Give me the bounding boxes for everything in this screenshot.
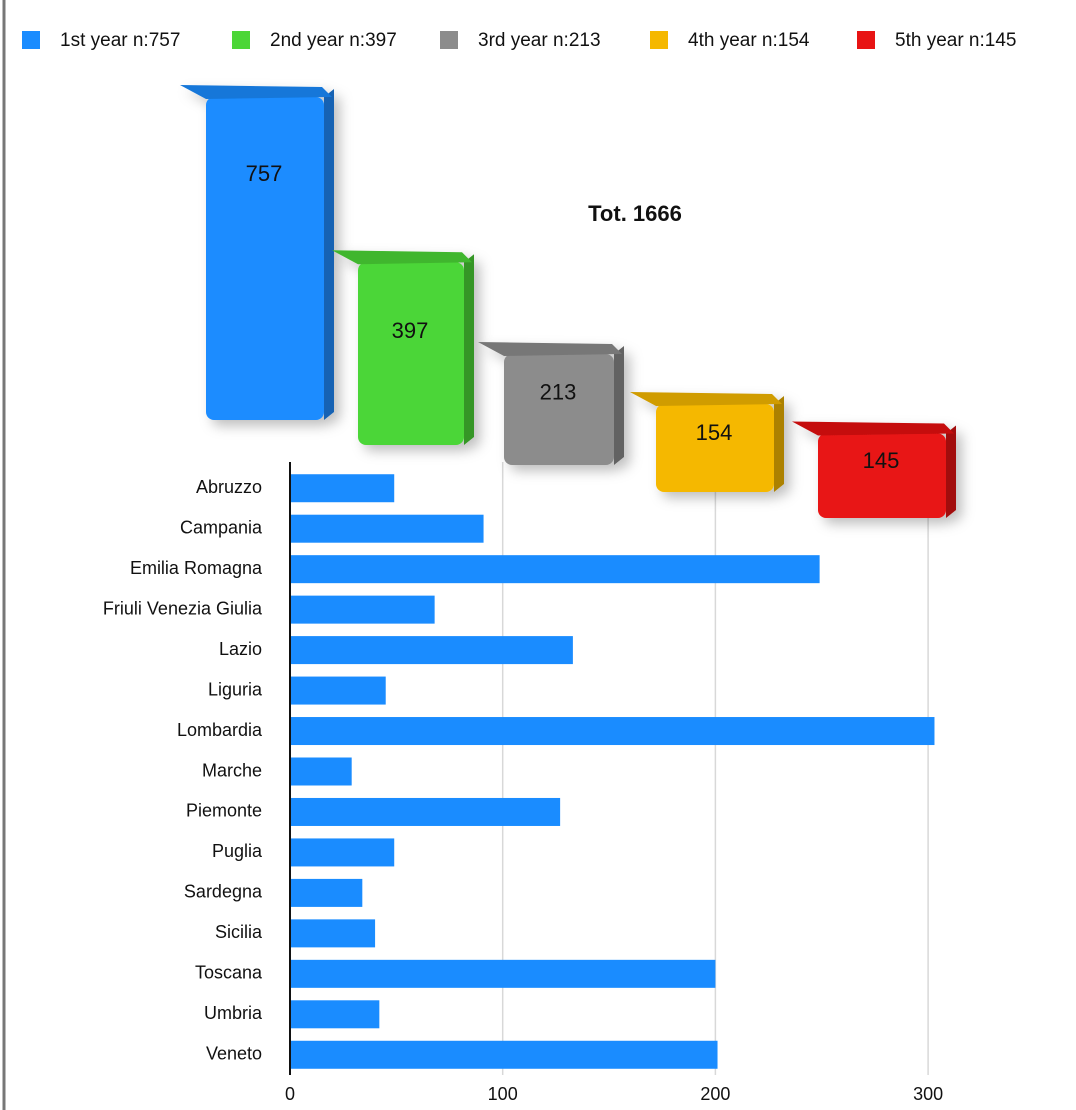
x-tick-label: 100 [488,1084,518,1104]
x-tick-label: 0 [285,1084,295,1104]
data-label: 145 [863,448,900,473]
bar-top [180,85,332,99]
bar [290,636,573,665]
bar [290,919,376,948]
x-tick-label: 200 [700,1084,730,1104]
bar [290,474,395,503]
legend-swatch [232,31,250,49]
bar [290,757,352,786]
bar-3d [630,391,784,492]
bar [290,1000,380,1029]
region-chart: 0 100 200 300 Abruzzo Campania Emilia Romagna F… [103,462,943,1104]
y-tick-label: Lombardia [177,720,263,740]
bar [290,878,363,907]
y-tick-label: Emilia Romagna [130,558,263,578]
y-tick-label: Umbria [204,1003,263,1023]
bar [656,403,774,492]
bar-3d [180,85,334,420]
bar [290,959,716,988]
legend-swatch [22,31,40,49]
bar-3d [478,341,624,465]
bar [504,353,614,465]
legend-label: 3rd year n:213 [478,30,601,51]
bar [290,797,561,826]
y-tick-label: Friuli Venezia Giulia [103,598,263,618]
y-tick-label: Veneto [206,1044,262,1064]
legend-label: 2nd year n:397 [270,30,397,51]
year-chart: 1st year n:757 757 2nd year n:397 397 3rd ye… [22,30,1016,518]
bar [290,717,935,746]
legend-label: 4th year n:154 [688,30,810,51]
y-tick-label: Piemonte [186,801,262,821]
bar [206,97,324,420]
bar [290,1040,718,1069]
bar [290,676,386,705]
y-tick-label: Toscana [195,963,263,983]
bar-side [946,425,956,518]
bar [290,514,484,543]
x-tick-label: 300 [913,1084,943,1104]
legend-swatch [440,31,458,49]
bar-top [332,250,472,265]
bar [818,433,946,518]
y-tick-label: Abruzzo [196,477,262,497]
bar [290,595,435,624]
bar-top [630,391,782,406]
bar-side [774,395,784,492]
y-tick-label: Lazio [219,639,262,659]
data-label: 154 [696,420,733,445]
bar-top [478,341,622,356]
bar-side [324,89,334,420]
bar [290,555,820,584]
bar-top [792,421,954,436]
bar-3d [332,250,474,445]
y-tick-label: Marche [202,760,262,780]
y-tick-label: Puglia [212,841,263,861]
legend-label: 5th year n:145 [895,30,1016,51]
y-tick-label: Sicilia [215,922,263,942]
bar [290,838,395,867]
y-tick-label: Campania [180,517,263,537]
data-label: 757 [246,161,283,186]
bar-side [464,254,474,445]
legend-swatch [857,31,875,49]
y-tick-label: Sardegna [184,882,263,902]
legend-swatch [650,31,668,49]
bar-side [614,345,624,465]
bar-3d [792,421,956,518]
legend-label: 1st year n:757 [60,30,180,51]
chart-title: Tot. 1666 [588,201,682,226]
bar [358,262,464,445]
y-tick-label: Liguria [208,679,263,699]
data-label: 397 [392,318,429,343]
data-label: 213 [540,379,577,404]
